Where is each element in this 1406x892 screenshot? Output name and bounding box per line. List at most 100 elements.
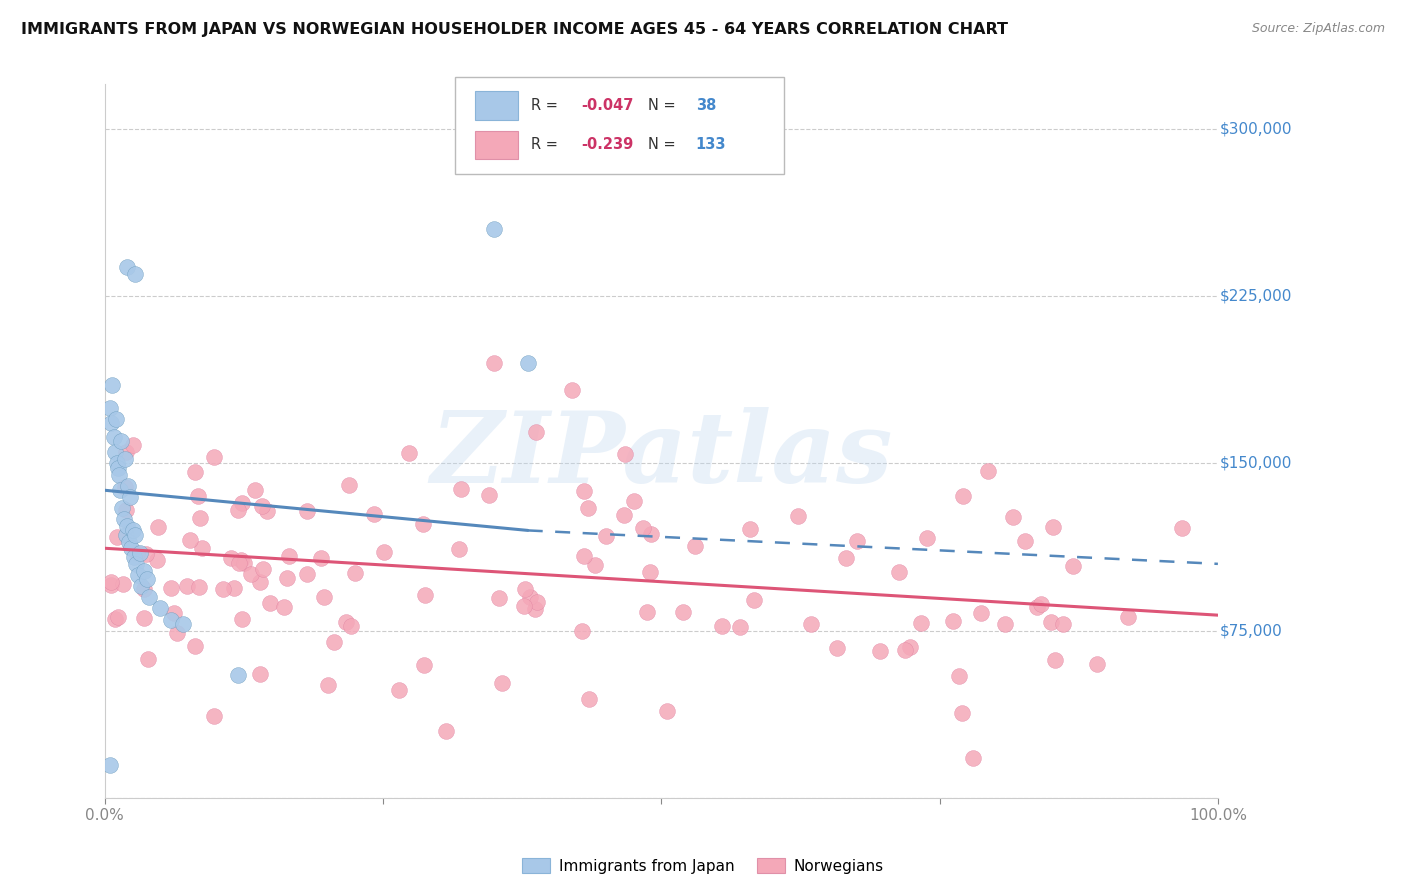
Point <box>512 599 534 613</box>
Point <box>948 669 970 683</box>
Text: $75,000: $75,000 <box>1220 624 1282 639</box>
Point <box>623 493 645 508</box>
Point <box>434 724 457 739</box>
Point <box>1025 600 1047 615</box>
Point <box>318 678 340 692</box>
Point <box>413 589 436 603</box>
Point <box>125 557 148 571</box>
Point <box>1085 657 1108 671</box>
Point <box>249 575 271 590</box>
Point <box>219 551 242 566</box>
Point <box>120 490 142 504</box>
Point <box>107 461 129 475</box>
Point <box>202 709 225 723</box>
Point <box>835 550 858 565</box>
Point <box>245 483 267 498</box>
Point <box>229 553 252 567</box>
Point <box>259 596 281 610</box>
Point <box>124 267 146 281</box>
Point <box>111 576 134 591</box>
Point <box>478 488 501 502</box>
Point <box>561 383 583 397</box>
Point <box>176 578 198 592</box>
Point <box>571 624 593 638</box>
Point <box>572 549 595 564</box>
Point <box>105 530 128 544</box>
Point <box>129 546 152 560</box>
Point <box>1043 653 1066 667</box>
Point <box>952 489 974 503</box>
Point <box>226 668 249 682</box>
Point <box>910 615 932 630</box>
Point <box>730 620 752 634</box>
Point <box>100 574 122 589</box>
Point <box>1052 616 1074 631</box>
Point <box>1014 533 1036 548</box>
Point <box>114 445 136 459</box>
Bar <box>475 131 517 160</box>
Point <box>160 581 183 595</box>
Point <box>578 691 600 706</box>
Point <box>683 539 706 553</box>
Point <box>970 606 993 620</box>
Point <box>738 522 761 536</box>
Point <box>488 591 510 606</box>
Point <box>583 558 606 572</box>
Point <box>115 519 138 533</box>
Point <box>108 467 131 482</box>
Point <box>574 484 596 499</box>
Point <box>1042 520 1064 534</box>
Point <box>636 605 658 619</box>
Point <box>1062 559 1084 574</box>
Point <box>893 643 915 657</box>
Point <box>1171 521 1194 535</box>
Point <box>513 582 536 596</box>
Point <box>900 640 922 654</box>
Point <box>231 496 253 510</box>
Point <box>672 605 695 619</box>
Point <box>449 541 471 556</box>
Point <box>179 533 201 548</box>
Point <box>977 464 1000 478</box>
Point <box>226 502 249 516</box>
Point <box>786 508 808 523</box>
Point <box>111 501 134 516</box>
Text: N =: N = <box>648 98 681 113</box>
Point <box>134 611 156 625</box>
Point <box>845 533 868 548</box>
Point <box>127 568 149 582</box>
Point <box>710 618 733 632</box>
Point <box>309 551 332 566</box>
Point <box>314 590 336 604</box>
Point <box>1116 610 1139 624</box>
Point <box>136 573 159 587</box>
Point <box>526 595 548 609</box>
Point <box>98 757 121 772</box>
Point <box>135 547 157 561</box>
Text: $150,000: $150,000 <box>1220 456 1292 471</box>
Point <box>224 582 246 596</box>
Point <box>231 612 253 626</box>
Point <box>190 541 212 555</box>
Point <box>340 618 363 632</box>
Point <box>994 617 1017 632</box>
Point <box>276 571 298 585</box>
Point <box>800 616 823 631</box>
Point <box>118 534 141 549</box>
Point <box>412 657 434 672</box>
Point <box>110 434 132 449</box>
Point <box>742 593 765 607</box>
Point <box>450 482 472 496</box>
Point <box>869 644 891 658</box>
Point <box>337 478 360 492</box>
Point <box>122 550 145 565</box>
Point <box>132 564 155 578</box>
Point <box>277 549 299 564</box>
Point <box>273 599 295 614</box>
Bar <box>475 92 517 120</box>
Point <box>110 483 132 498</box>
Point <box>256 504 278 518</box>
Point <box>114 480 136 494</box>
Point <box>297 566 319 581</box>
Point <box>1040 615 1063 629</box>
